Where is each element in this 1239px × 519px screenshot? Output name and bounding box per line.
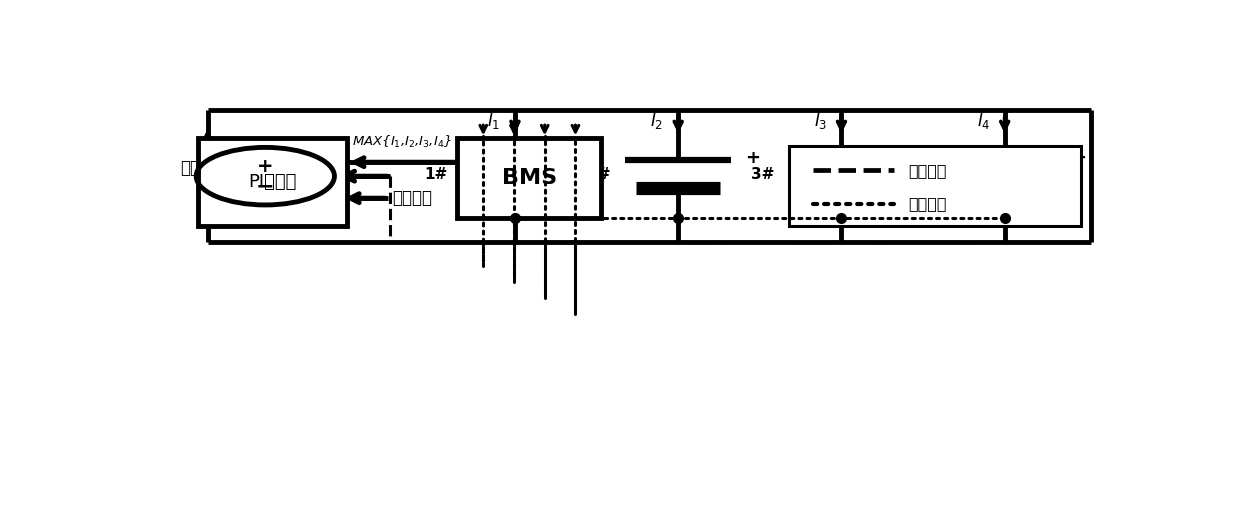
Bar	[789, 146, 1082, 226]
Text: PI控制器: PI控制器	[248, 173, 296, 191]
Text: +: +	[1070, 149, 1087, 167]
Text: 2#: 2#	[587, 167, 611, 182]
Text: 4#: 4#	[914, 167, 938, 182]
Text: BMS: BMS	[502, 168, 556, 188]
Text: +: +	[581, 149, 596, 167]
Text: 电源: 电源	[180, 159, 199, 177]
Text: 控制信号: 控制信号	[908, 162, 947, 177]
Text: +: +	[908, 149, 923, 167]
Bar	[457, 138, 601, 218]
Text: MAX{$I_1$,$I_2$,$I_3$,$I_4$}: MAX{$I_1$,$I_2$,$I_3$,$I_4$}	[352, 134, 452, 150]
Text: −: −	[256, 176, 275, 196]
Text: 3#: 3#	[751, 167, 774, 182]
Text: +: +	[256, 157, 274, 175]
Bar	[198, 138, 347, 226]
Text: +: +	[745, 149, 760, 167]
Text: $I_4$: $I_4$	[976, 111, 990, 131]
Text: 电流采样: 电流采样	[908, 196, 947, 211]
Text: 1#: 1#	[425, 167, 447, 182]
Text: $I_1$: $I_1$	[487, 111, 501, 131]
Text: 电流上限: 电流上限	[393, 189, 432, 207]
Text: $I_3$: $I_3$	[814, 111, 826, 131]
Text: $I_2$: $I_2$	[650, 111, 664, 131]
